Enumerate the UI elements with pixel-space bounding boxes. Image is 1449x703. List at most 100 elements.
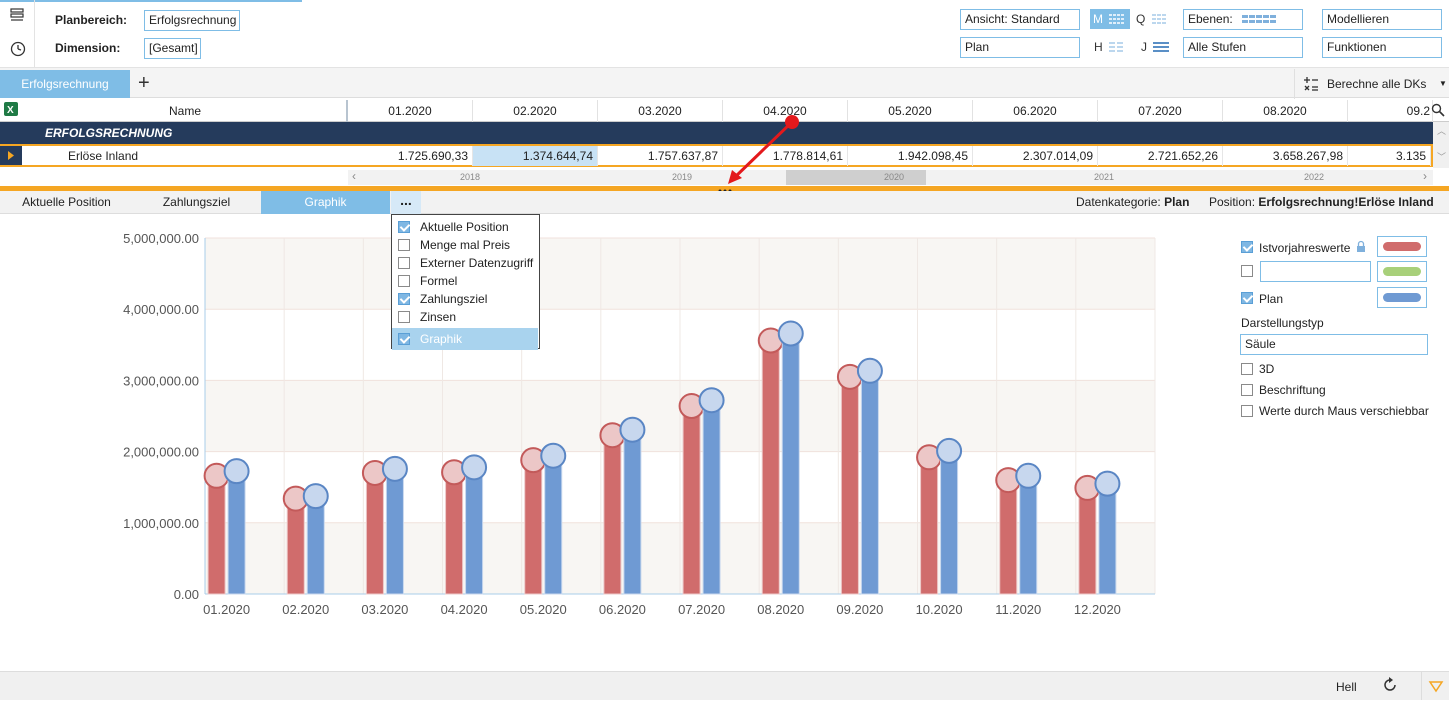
menu-item[interactable]: Formel (420, 274, 458, 288)
plan-dropdown[interactable]: Plan (960, 37, 1080, 58)
menu-item[interactable]: Aktuelle Position (420, 220, 509, 234)
group-row[interactable] (0, 122, 1433, 144)
menu-item[interactable]: Zinsen (420, 310, 457, 324)
maus-checkbox[interactable] (1241, 405, 1253, 417)
timeline-left-arrow[interactable]: ‹ (352, 169, 356, 183)
more-tabs-button[interactable]: ... (391, 191, 421, 214)
list-icon[interactable] (10, 8, 24, 22)
istvorjahreswerte-color-picker[interactable] (1377, 236, 1427, 257)
column-header[interactable]: 02.2020 (473, 100, 598, 122)
istvorjahreswerte-checkbox[interactable] (1241, 241, 1253, 253)
bar-handle-plan (856, 357, 883, 384)
add-tab-button[interactable]: + (138, 72, 150, 94)
plan-checkbox[interactable] (1241, 292, 1253, 304)
beschriftung-label: Beschriftung (1259, 383, 1326, 397)
bar-plan (781, 333, 800, 595)
position-label: Position: (1209, 195, 1256, 209)
quarter-view-button[interactable]: Q (1136, 9, 1174, 29)
tab-zahlungsziel[interactable]: Zahlungsziel (162, 195, 231, 209)
bar-chart: 0.00 1,000,000.00 2,000,000.00 3,000,000.00… (123, 231, 1156, 617)
bar-handle-plan (698, 387, 725, 414)
datenkategorie-label: Datenkategorie: (1076, 195, 1161, 209)
column-header[interactable]: 01.2020 (348, 100, 473, 122)
menu-item-checkbox[interactable] (398, 311, 410, 323)
column-header[interactable]: 07.2020 (1098, 100, 1223, 122)
3d-label: 3D (1259, 362, 1275, 376)
y-tick-label: 0.00 (174, 587, 199, 602)
3d-checkbox[interactable] (1241, 363, 1253, 375)
splitter-bar[interactable] (0, 186, 1449, 191)
modellieren-button[interactable]: Modellieren (1322, 9, 1442, 30)
clock-icon[interactable] (10, 41, 26, 57)
table-cell[interactable]: 2.721.652,26 (1098, 146, 1223, 166)
table-cell[interactable]: 3.658.267,98 (1223, 146, 1348, 166)
second-series-checkbox[interactable] (1241, 265, 1253, 277)
collapse-panel-icon[interactable] (1421, 671, 1449, 700)
halfyear-label: H (1094, 40, 1103, 54)
column-header[interactable]: 05.2020 (848, 100, 973, 122)
x-tick-label: 06.2020 (599, 602, 646, 617)
theme-label[interactable]: Hell (1336, 680, 1357, 694)
table-cell[interactable]: 1.778.814,61 (723, 146, 848, 166)
green-swatch (1383, 267, 1421, 276)
beschriftung-checkbox[interactable] (1241, 384, 1253, 396)
x-tick-label: 07.2020 (678, 602, 725, 617)
month-label: M (1093, 12, 1103, 26)
grid-vertical-scrollbar[interactable]: ︿ ﹀ (1433, 122, 1449, 168)
dimension-field[interactable]: [Gesamt] (144, 38, 201, 59)
search-icon[interactable] (1431, 103, 1445, 117)
halfyear-view-button[interactable]: H (1094, 37, 1132, 57)
y-tick-label: 1,000,000.00 (123, 516, 199, 531)
y-tick-label: 3,000,000.00 (123, 373, 199, 388)
column-header[interactable]: 09.2 (1348, 100, 1433, 122)
menu-item[interactable]: Externer Datenzugriff (420, 256, 534, 270)
column-header[interactable]: 04.2020 (723, 100, 848, 122)
maus-label: Werte durch Maus verschiebbar (1259, 404, 1429, 418)
table-cell[interactable]: 1.757.637,87 (598, 146, 723, 166)
second-series-color-picker[interactable] (1377, 261, 1427, 282)
funktionen-button[interactable]: Funktionen (1322, 37, 1442, 58)
month-view-button[interactable]: M (1090, 9, 1130, 29)
column-header[interactable]: 03.2020 (598, 100, 723, 122)
table-cell[interactable]: 3.135 (1348, 146, 1431, 166)
grid-name-header[interactable]: Name (24, 100, 348, 122)
tab-graphik[interactable]: Graphik (261, 191, 390, 214)
tab-erfolgsrechnung[interactable]: Erfolgsrechnung (0, 70, 130, 98)
table-cell[interactable]: 1.942.098,45 (848, 146, 973, 166)
row-name: Erlöse Inland (68, 149, 139, 163)
scroll-up-icon: ︿ (1437, 126, 1447, 136)
lock-icon (1355, 240, 1367, 253)
menu-item-checkbox[interactable] (398, 257, 410, 269)
menu-item-checkbox[interactable] (398, 239, 410, 251)
bar-handle-plan (223, 458, 250, 485)
menu-item[interactable]: Zahlungsziel (420, 292, 488, 306)
planbereich-field[interactable]: Erfolgsrechnung (144, 10, 240, 31)
bar-plan (306, 495, 325, 595)
menu-item[interactable]: Menge mal Preis (420, 238, 511, 252)
excel-icon[interactable]: X (4, 102, 18, 116)
table-cell[interactable]: 1.374.644,74 (473, 146, 598, 166)
tab-aktuelle-position[interactable]: Aktuelle Position (22, 195, 111, 209)
menu-item-checkbox[interactable] (398, 333, 410, 345)
menu-item-checkbox[interactable] (398, 221, 410, 233)
refresh-icon[interactable] (1382, 677, 1398, 693)
berechne-button[interactable]: Berechne alle DKs ▼ (1294, 69, 1449, 99)
bar-istvorjahr (1078, 487, 1097, 595)
table-cell[interactable]: 2.307.014,09 (973, 146, 1098, 166)
table-cell[interactable]: 1.725.690,33 (348, 146, 473, 166)
darstellungstyp-field[interactable]: Säule (1240, 334, 1428, 355)
menu-item[interactable]: Graphik (392, 328, 538, 350)
ansicht-dropdown[interactable]: Ansicht: Standard (960, 9, 1080, 30)
plan-color-picker[interactable] (1377, 287, 1427, 308)
column-header[interactable]: 08.2020 (1223, 100, 1348, 122)
menu-item-checkbox[interactable] (398, 293, 410, 305)
stufen-dropdown[interactable]: Alle Stufen (1183, 37, 1303, 58)
timeline-right-arrow[interactable]: › (1423, 169, 1427, 183)
year-view-button[interactable]: J (1141, 37, 1179, 57)
menu-item-checkbox[interactable] (398, 275, 410, 287)
timeline-thumb[interactable] (786, 170, 926, 185)
column-header[interactable]: 06.2020 (973, 100, 1098, 122)
second-series-field[interactable] (1260, 261, 1371, 282)
ebenen-dropdown[interactable]: Ebenen: (1183, 9, 1303, 30)
group-row-label: ERFOLGSRECHNUNG (45, 126, 173, 140)
